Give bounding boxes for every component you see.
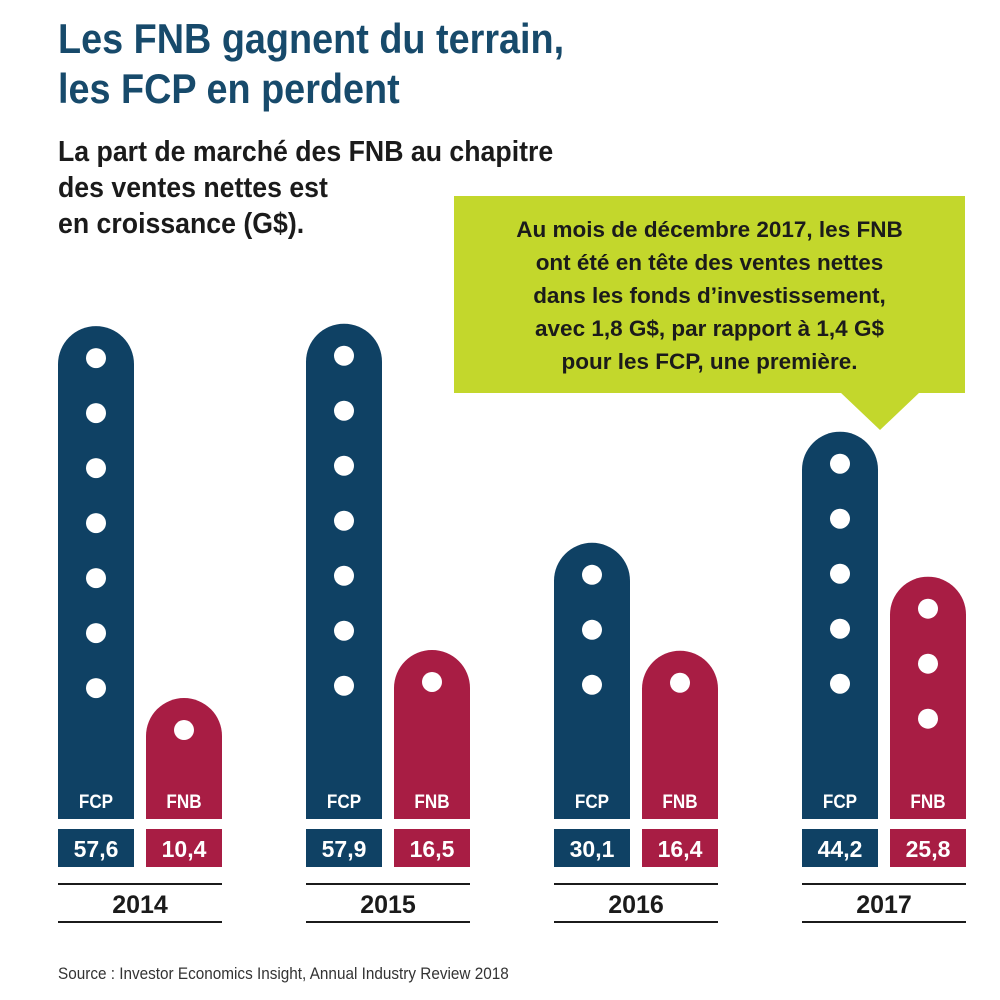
value-label-fnb-2016: 16,4 <box>658 836 703 862</box>
series-label-fcp-2015: FCP <box>327 791 361 812</box>
bar-label-bg-fcp-2015 <box>306 779 382 819</box>
callout-line: dans les fonds d’investissement, <box>533 283 886 308</box>
callout-box: Au mois de décembre 2017, les FNB ont ét… <box>454 196 965 393</box>
chart-subtitle: La part de marché des FNB au chapitre de… <box>58 134 647 242</box>
bar-dot-fcp-2017 <box>830 508 850 529</box>
bar-label-bg-fnb-2017 <box>890 779 966 819</box>
callout-line: ont été en tête des ventes nettes <box>535 250 884 275</box>
series-label-fcp-2014: FCP <box>79 791 113 812</box>
bar-dot-fcp-2014 <box>86 568 106 589</box>
value-label-fcp-2014: 57,6 <box>74 836 119 862</box>
value-label-fcp-2016: 30,1 <box>570 836 615 862</box>
value-label-fnb-2014: 10,4 <box>162 836 207 862</box>
series-label-fnb-2014: FNB <box>166 791 201 812</box>
callout-text: Au mois de décembre 2017, les FNB ont ét… <box>454 213 965 378</box>
callout-line: Au mois de décembre 2017, les FNB <box>516 217 903 242</box>
category-label-2015: 2015 <box>360 891 416 919</box>
bar-fcp-2017 <box>802 431 878 780</box>
bar-fcp-2015 <box>306 323 382 780</box>
bar-dot-fcp-2017 <box>830 453 850 474</box>
bar-dot-fcp-2014 <box>86 623 106 644</box>
bar-label-bg-fcp-2017 <box>802 779 878 819</box>
bar-dot-fcp-2014 <box>86 348 106 369</box>
bar-dot-fcp-2014 <box>86 403 106 424</box>
category-label-2016: 2016 <box>608 891 664 919</box>
bar-dot-fcp-2014 <box>86 678 106 699</box>
value-box-fcp-2015 <box>306 829 382 867</box>
bar-label-bg-fnb-2014 <box>146 779 222 819</box>
bar-label-bg-fcp-2016 <box>554 779 630 819</box>
bar-dot-fcp-2017 <box>830 673 850 694</box>
category-label-2014: 2014 <box>112 891 168 919</box>
bar-dot-fcp-2015 <box>334 675 354 696</box>
chart-title-line: Les FNB gagnent du terrain, <box>58 15 565 62</box>
series-label-fcp-2017: FCP <box>823 791 857 812</box>
bar-fcp-2014 <box>58 326 134 780</box>
bar-dot-fnb-2014 <box>174 720 194 741</box>
value-box-fcp-2017 <box>802 829 878 867</box>
bar-fnb-2016 <box>642 650 718 780</box>
bar-dot-fnb-2017 <box>918 598 938 619</box>
bar-dot-fnb-2017 <box>918 708 938 729</box>
bar-dot-fnb-2017 <box>918 653 938 674</box>
bar-dot-fnb-2016 <box>670 672 690 693</box>
bar-dot-fcp-2015 <box>334 455 354 476</box>
value-label-fcp-2015: 57,9 <box>322 836 367 862</box>
chart-subtitle-line: en croissance (G$). <box>58 208 305 240</box>
value-box-fnb-2015 <box>394 829 470 867</box>
bar-fcp-2016 <box>554 542 630 780</box>
bar-dot-fcp-2016 <box>582 674 602 695</box>
value-box-fnb-2014 <box>146 829 222 867</box>
chart-subtitle-line: La part de marché des FNB au chapitre <box>58 136 554 168</box>
bar-dot-fcp-2017 <box>830 618 850 639</box>
value-label-fcp-2017: 44,2 <box>818 836 863 862</box>
bar-dot-fcp-2015 <box>334 400 354 421</box>
bar-dot-fcp-2014 <box>86 458 106 479</box>
bar-label-bg-fnb-2015 <box>394 779 470 819</box>
bar-label-bg-fcp-2014 <box>58 779 134 819</box>
source-note: Source : Investor Economics Insight, Ann… <box>58 964 509 983</box>
bar-dot-fcp-2015 <box>334 345 354 366</box>
value-label-fnb-2017: 25,8 <box>906 836 951 862</box>
chart-title: Les FNB gagnent du terrain, les FCP en p… <box>58 14 688 114</box>
bar-fnb-2017 <box>890 576 966 780</box>
value-box-fnb-2017 <box>890 829 966 867</box>
bar-dot-fcp-2015 <box>334 565 354 586</box>
value-box-fcp-2016 <box>554 829 630 867</box>
bar-dot-fcp-2016 <box>582 564 602 585</box>
bar-dot-fcp-2014 <box>86 513 106 534</box>
series-label-fnb-2015: FNB <box>414 791 449 812</box>
bar-dot-fcp-2016 <box>582 619 602 640</box>
series-label-fnb-2016: FNB <box>662 791 697 812</box>
bar-dot-fcp-2015 <box>334 620 354 641</box>
callout-line: pour les FCP, une première. <box>561 349 858 374</box>
bar-dot-fcp-2015 <box>334 510 354 531</box>
value-label-fnb-2015: 16,5 <box>410 836 455 862</box>
category-label-2017: 2017 <box>856 891 912 919</box>
bar-fnb-2015 <box>394 649 471 780</box>
series-label-fnb-2017: FNB <box>910 791 945 812</box>
bar-dot-fnb-2015 <box>422 671 442 692</box>
callout-pointer <box>840 392 920 430</box>
callout-line: avec 1,8 G$, par rapport à 1,4 G$ <box>535 316 884 341</box>
bar-dot-fcp-2017 <box>830 563 850 584</box>
series-label-fcp-2016: FCP <box>575 791 609 812</box>
chart-subtitle-line: des ventes nettes est <box>58 172 328 204</box>
value-box-fnb-2016 <box>642 829 718 867</box>
value-box-fcp-2014 <box>58 829 134 867</box>
bar-label-bg-fnb-2016 <box>642 779 718 819</box>
chart-title-line: les FCP en perdent <box>58 65 400 112</box>
